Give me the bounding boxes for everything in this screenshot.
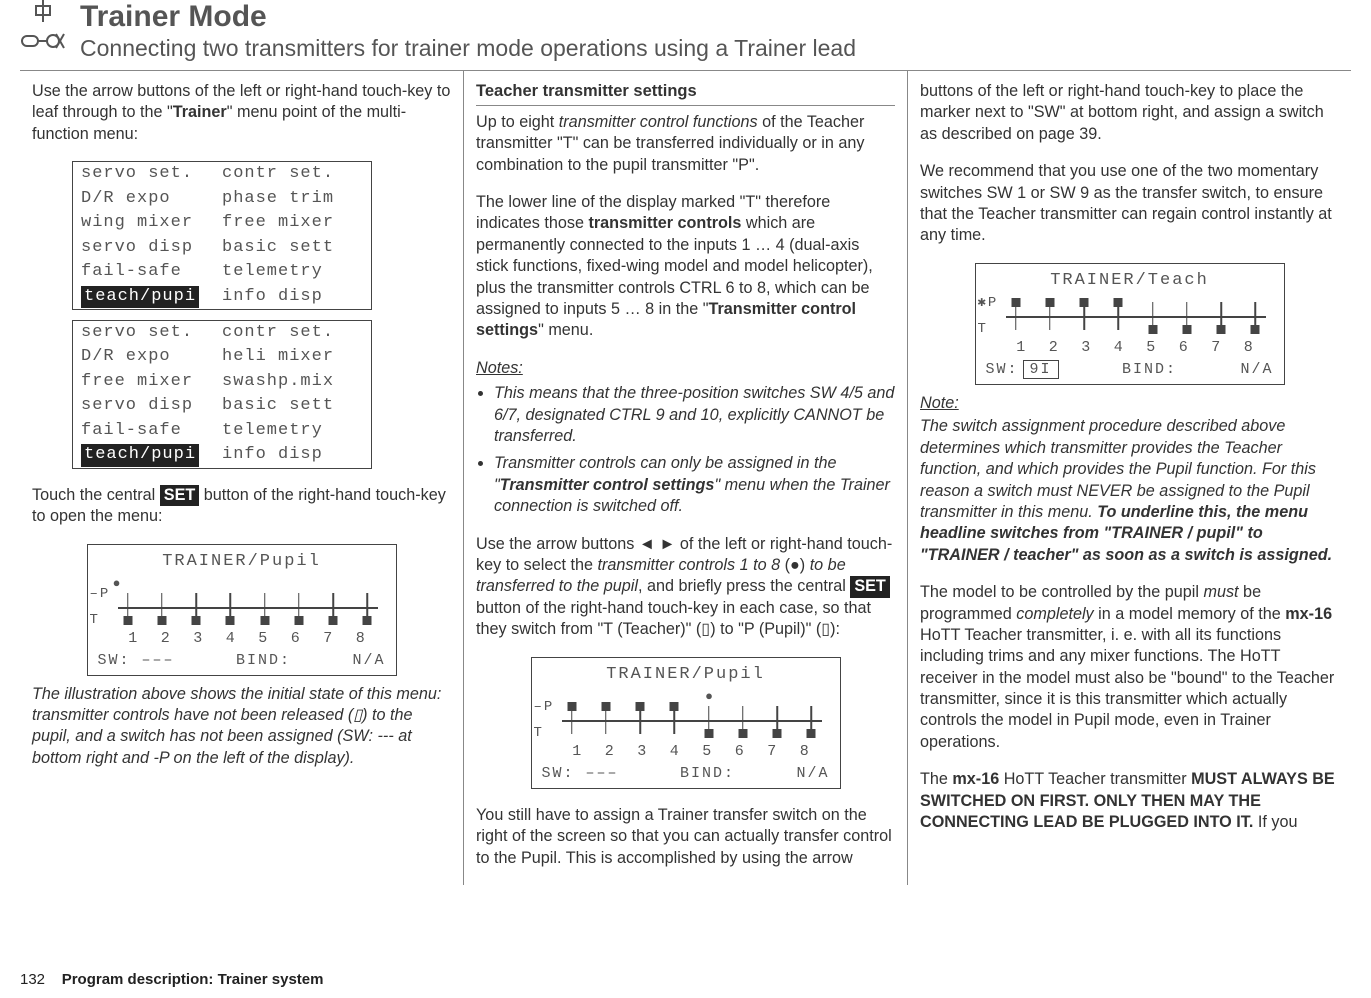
text: The model to be controlled by the pupil: [920, 583, 1203, 601]
note-item: Transmitter controls can only be assigne…: [494, 453, 895, 517]
text: Touch the central: [32, 486, 160, 504]
page-number: 132: [20, 971, 45, 988]
text: " menu.: [538, 321, 593, 339]
footer-label: Program description: Trainer system: [62, 971, 324, 988]
intro-text: Use the arrow buttons of the left or rig…: [32, 81, 451, 145]
text: must: [1203, 583, 1238, 601]
text: Use the arrow buttons ◄ ► of the left or…: [476, 534, 895, 641]
text: The model to be controlled by the pupil …: [920, 582, 1339, 753]
text: (●): [780, 556, 810, 574]
column-2: Teacher transmitter settings Up to eight…: [463, 71, 907, 885]
lcd-display-1: TRAINER/Pupil●–PT12345678SW: –––BIND:N/A: [87, 544, 397, 676]
text: The mx-16 HoTT Teacher transmitter MUST …: [920, 769, 1339, 833]
text: transmitter controls: [588, 214, 741, 232]
menu-box-1: servo set.contr set.D/R expophase trimwi…: [72, 161, 372, 310]
notes-heading: Notes:: [476, 358, 895, 379]
text: completely: [1016, 605, 1093, 623]
set-button-label: SET: [850, 576, 889, 597]
set-button-label: SET: [160, 485, 199, 506]
text: buttons of the left or right-hand touch-…: [920, 81, 1339, 145]
page-title: Trainer Mode: [80, 0, 1371, 33]
notes-list: This means that the three-position switc…: [476, 383, 895, 517]
text: We recommend that you use one of the two…: [920, 161, 1339, 247]
text: mx-16: [1285, 605, 1332, 623]
note-heading: Note:: [920, 393, 1339, 414]
text: Up to eight transmitter control function…: [476, 112, 895, 176]
text: The lower line of the display marked "T"…: [476, 192, 895, 342]
text: You still have to assign a Trainer trans…: [476, 805, 895, 869]
lcd-display-2: TRAINER/Pupil●–PT12345678SW: –––BIND:N/A: [531, 657, 841, 789]
text: transmitter controls 1 to 8: [597, 556, 780, 574]
text: Transmitter control settings: [500, 476, 715, 494]
column-3: buttons of the left or right-hand touch-…: [907, 71, 1351, 885]
menu-box-2: servo set.contr set.D/R expoheli mixerfr…: [72, 320, 372, 469]
open-menu-text: Touch the central SET button of the righ…: [32, 485, 451, 528]
divider: [476, 105, 895, 106]
columns: Use the arrow buttons of the left or rig…: [20, 71, 1351, 885]
text: transmitter control functions: [559, 113, 758, 131]
text: HoTT Teacher transmitter, i. e. with all…: [920, 626, 1334, 751]
text: The: [920, 770, 952, 788]
text: in a model memory of the: [1094, 605, 1286, 623]
note-item: This means that the three-position switc…: [494, 383, 895, 447]
note-text: The switch assignment procedure describe…: [920, 416, 1339, 566]
header-icon-block: [20, 0, 70, 57]
page-header: Trainer Mode Connecting two transmitters…: [0, 0, 1371, 62]
lcd-display-3: TRAINER/Teach✱PT12345678SW:9IBIND:N/A: [975, 263, 1285, 385]
page-footer: 132 Program description: Trainer system: [20, 971, 323, 988]
text: HoTT Teacher transmitter: [999, 770, 1191, 788]
text: mx-16: [952, 770, 999, 788]
text: button of the right-hand touch-key in ea…: [476, 599, 871, 638]
section-heading: Teacher transmitter settings: [476, 81, 895, 103]
text: Up to eight: [476, 113, 559, 131]
column-1: Use the arrow buttons of the left or rig…: [20, 71, 463, 885]
text: , and briefly press the central: [638, 577, 850, 595]
trainer-icon: [20, 0, 66, 52]
text: Trainer: [173, 103, 227, 121]
lcd-caption: The illustration above shows the initial…: [32, 684, 451, 770]
text: If you: [1253, 813, 1297, 831]
page-subtitle: Connecting two transmitters for trainer …: [80, 35, 1371, 62]
